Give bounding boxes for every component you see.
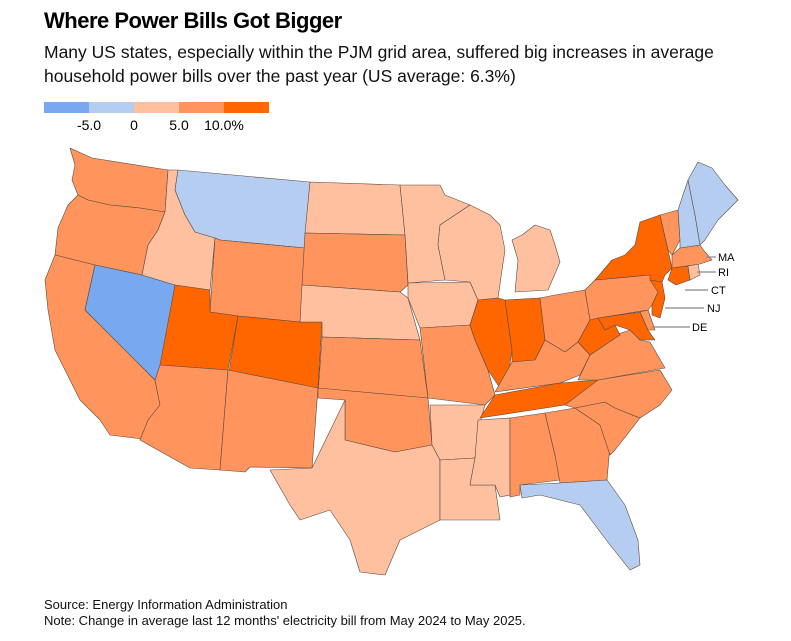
state-mi: [511, 224, 561, 293]
state-nm: [219, 369, 319, 473]
callout-label-ri: RI: [718, 267, 729, 279]
legend-tick-label: 5.0: [169, 117, 189, 133]
state-sd: [301, 232, 409, 293]
state-wy: [209, 237, 306, 323]
legend-tick-label: 0: [130, 117, 138, 133]
state-nc: [564, 369, 673, 419]
state-nj: [649, 279, 666, 319]
legend-swatch-2: [134, 102, 179, 113]
state-nd: [304, 181, 406, 236]
state-wi: [437, 204, 506, 301]
callout-label-nj: NJ: [707, 303, 720, 315]
state-tx: [269, 399, 441, 576]
state-me: [687, 161, 739, 246]
state-ny: [594, 214, 673, 283]
legend-swatch-4: [224, 102, 269, 113]
chart-subtitle: Many US states, especially within the PJ…: [44, 42, 714, 86]
legend-tick-label: -5.0: [76, 117, 102, 133]
callout-label-de: DE: [692, 322, 707, 334]
legend-labels: -5.0 0 5.0 10.0%: [44, 113, 269, 133]
legend-tick-label: 10.0%: [204, 117, 244, 133]
callout-label-ma: MA: [718, 252, 735, 264]
state-vt: [659, 209, 681, 256]
footer: Source: Energy Information Administratio…: [44, 597, 526, 629]
legend-swatch-3: [179, 102, 224, 113]
legend-swatch-1: [89, 102, 134, 113]
chart-title: Where Power Bills Got Bigger: [44, 8, 342, 33]
state-ia: [407, 281, 479, 329]
methodology-note: Note: Change in average last 12 months' …: [44, 613, 526, 628]
state-ks: [317, 336, 429, 399]
legend-bar: [44, 102, 269, 113]
state-fl: [519, 479, 641, 571]
color-legend: -5.0 0 5.0 10.0%: [44, 102, 269, 133]
legend-swatch-0: [44, 102, 89, 113]
callout-label-ct: CT: [711, 285, 726, 297]
source-note: Source: Energy Information Administratio…: [44, 597, 288, 612]
